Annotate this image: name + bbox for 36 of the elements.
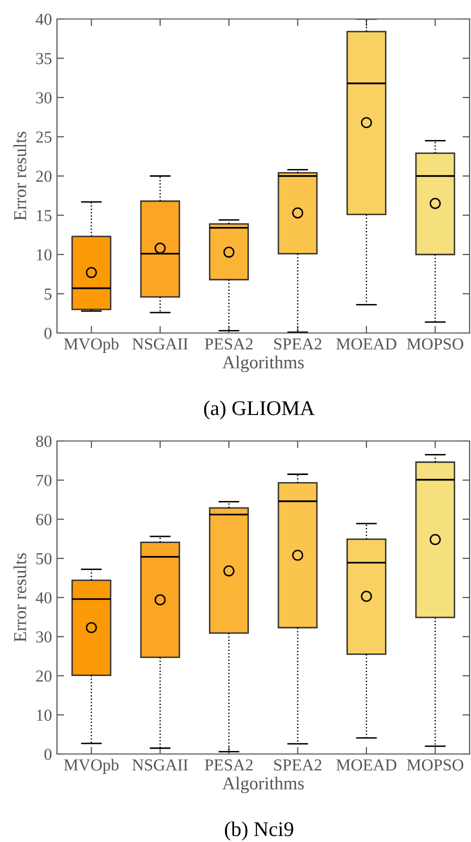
x-tick-label: SPEA2: [274, 759, 322, 771]
y-tick-label: 10: [36, 710, 52, 721]
y-tick-label: 50: [36, 553, 52, 564]
y-axis-title: Error results: [14, 553, 26, 642]
x-tick-label: MVOpb: [64, 338, 119, 353]
x-tick-label: NSGAII: [132, 338, 188, 350]
y-tick-label: 5: [44, 288, 52, 300]
text: (b) Nci9: [224, 822, 294, 840]
x-axis-title: Algorithms: [222, 776, 304, 794]
y-tick-label: 25: [36, 131, 52, 143]
y-tick-label: 80: [36, 436, 52, 447]
y-tick-label: 15: [36, 210, 52, 222]
y-tick-label: 30: [36, 631, 52, 643]
x-tick-label: SPEA2: [274, 338, 322, 350]
y-tick-label: 20: [36, 170, 52, 182]
y-tick-label: 60: [36, 514, 52, 526]
x-tick-label: MOPSO: [406, 759, 464, 771]
text: (a) GLIOMA: [204, 400, 315, 420]
x-tick-label: NSGAII: [132, 759, 188, 771]
x-tick-label: MOPSO: [406, 338, 464, 350]
x-tick-label: MOEAD: [336, 759, 396, 771]
x-tick-label: MVOpb: [64, 758, 119, 774]
x-axis-title: Algorithms: [222, 356, 304, 372]
y-tick-label: 30: [36, 92, 52, 104]
y-tick-label: 20: [36, 670, 52, 682]
y-tick-label: 10: [36, 249, 52, 260]
y-axis-title: Error results: [14, 132, 26, 220]
x-tick-label: PESA2: [204, 759, 253, 771]
y-tick-label: 0: [44, 328, 52, 339]
y-tick-label: 0: [44, 748, 52, 760]
x-tick-label: PESA2: [204, 338, 253, 350]
y-tick-label: 40: [36, 592, 52, 604]
y-tick-label: 40: [36, 14, 52, 25]
y-tick-label: 35: [36, 52, 52, 64]
x-tick-label: MOEAD: [336, 338, 396, 350]
y-tick-label: 70: [36, 474, 52, 486]
